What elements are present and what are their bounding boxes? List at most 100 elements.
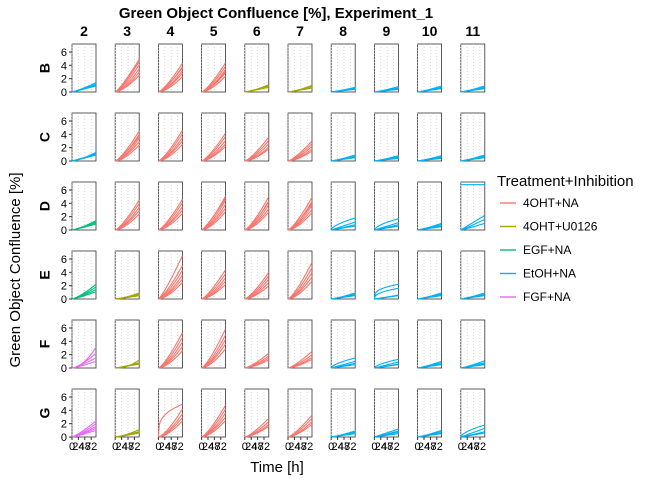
series-line bbox=[115, 362, 140, 369]
x-tick-label: 48 bbox=[381, 441, 393, 453]
panel-B11 bbox=[460, 43, 486, 93]
panel-border bbox=[373, 319, 399, 369]
column-strip-label: 8 bbox=[339, 23, 347, 39]
series-line bbox=[460, 214, 486, 231]
series-line bbox=[158, 67, 183, 93]
x-tick-label: 48 bbox=[122, 441, 134, 453]
panel-border bbox=[114, 319, 140, 369]
x-tick-label: 24 bbox=[159, 441, 171, 453]
panel-F5 bbox=[201, 319, 227, 369]
panel-E11 bbox=[460, 250, 486, 300]
panel-D7 bbox=[287, 181, 313, 231]
y-tick-label: 2 bbox=[61, 143, 67, 155]
series-line bbox=[115, 431, 140, 438]
series-line bbox=[374, 433, 399, 438]
panel-border bbox=[373, 43, 399, 93]
panel-G11 bbox=[460, 388, 486, 438]
x-tick-label: 0 bbox=[458, 441, 464, 453]
series-line bbox=[330, 357, 356, 369]
series-line bbox=[158, 265, 183, 300]
x-tick-label: 72 bbox=[215, 441, 227, 453]
series-line bbox=[114, 59, 140, 93]
row-strip-label: D bbox=[37, 201, 53, 211]
x-tick-label: 0 bbox=[155, 441, 161, 453]
y-tick-label: 0 bbox=[61, 294, 67, 306]
x-tick-label: 72 bbox=[301, 441, 313, 453]
series-line bbox=[417, 88, 442, 93]
panel-E10 bbox=[417, 250, 443, 300]
series-line bbox=[287, 150, 313, 162]
x-tick-label: 24 bbox=[245, 441, 257, 453]
series-line bbox=[460, 88, 485, 93]
series-line bbox=[373, 287, 399, 300]
y-tick-label: 4 bbox=[61, 405, 67, 417]
x-tick-label: 0 bbox=[199, 441, 205, 453]
series-line bbox=[158, 408, 183, 438]
series-line bbox=[71, 429, 97, 438]
series-line bbox=[158, 199, 183, 231]
row-strip-label: E bbox=[37, 270, 53, 279]
panel-E9 bbox=[373, 250, 399, 300]
y-tick-label: 6 bbox=[61, 185, 67, 197]
x-tick-label: 24 bbox=[72, 441, 84, 453]
series-line bbox=[157, 403, 183, 438]
panel-G3 bbox=[114, 388, 140, 438]
series-line bbox=[71, 153, 97, 162]
column-strip-label: 11 bbox=[465, 23, 480, 39]
x-tick-label: 72 bbox=[128, 441, 140, 453]
column-strip-label: 7 bbox=[296, 23, 304, 39]
panel-border bbox=[460, 319, 486, 369]
panel-E3 bbox=[114, 250, 140, 300]
panel-C8 bbox=[330, 112, 356, 162]
panel-F7 bbox=[287, 319, 313, 369]
panel-E8 bbox=[330, 250, 356, 300]
series-line bbox=[201, 348, 227, 369]
x-axis-title: Time [h] bbox=[250, 459, 304, 476]
panel-border bbox=[114, 388, 140, 438]
series-line bbox=[201, 419, 227, 438]
series-line bbox=[460, 364, 485, 369]
legend-title: Treatment+Inhibition bbox=[497, 173, 634, 190]
panel-D9 bbox=[373, 181, 399, 231]
series-line bbox=[114, 199, 140, 231]
panel-D6 bbox=[244, 181, 270, 231]
panel-border bbox=[330, 112, 356, 162]
series-line bbox=[158, 130, 183, 162]
series-line bbox=[201, 269, 227, 300]
series-line bbox=[158, 76, 183, 93]
series-line bbox=[158, 281, 183, 300]
panel-F10 bbox=[417, 319, 443, 369]
series-line bbox=[244, 211, 270, 231]
panel-D5 bbox=[201, 181, 227, 231]
panel-F2 bbox=[71, 319, 97, 369]
series-line bbox=[115, 213, 140, 231]
panel-C3 bbox=[114, 112, 140, 162]
series-line bbox=[115, 294, 140, 300]
panel-border bbox=[417, 319, 443, 369]
panel-D8 bbox=[330, 181, 356, 231]
y-tick-label: 6 bbox=[61, 116, 67, 128]
x-tick-label: 24 bbox=[202, 441, 214, 453]
row-strip-label: B bbox=[37, 63, 53, 73]
y-tick-label: 2 bbox=[61, 419, 67, 431]
panel-border bbox=[71, 319, 97, 369]
x-tick-label: 24 bbox=[375, 441, 387, 453]
panel-border bbox=[460, 250, 486, 300]
series-line bbox=[287, 267, 313, 300]
panel-C5 bbox=[201, 112, 227, 162]
series-line bbox=[201, 334, 227, 369]
panel-border bbox=[244, 319, 270, 369]
panel-C6 bbox=[244, 112, 270, 162]
series-line bbox=[287, 212, 313, 231]
series-line bbox=[460, 157, 485, 162]
panel-E2 bbox=[71, 250, 97, 300]
panel-C9 bbox=[373, 112, 399, 162]
panel-border bbox=[71, 112, 97, 162]
panel-border bbox=[330, 319, 356, 369]
panel-D3 bbox=[114, 181, 140, 231]
x-tick-label: 72 bbox=[387, 441, 399, 453]
panel-B3 bbox=[114, 43, 140, 93]
column-strip-label: 4 bbox=[167, 23, 175, 39]
series-line bbox=[460, 432, 485, 438]
